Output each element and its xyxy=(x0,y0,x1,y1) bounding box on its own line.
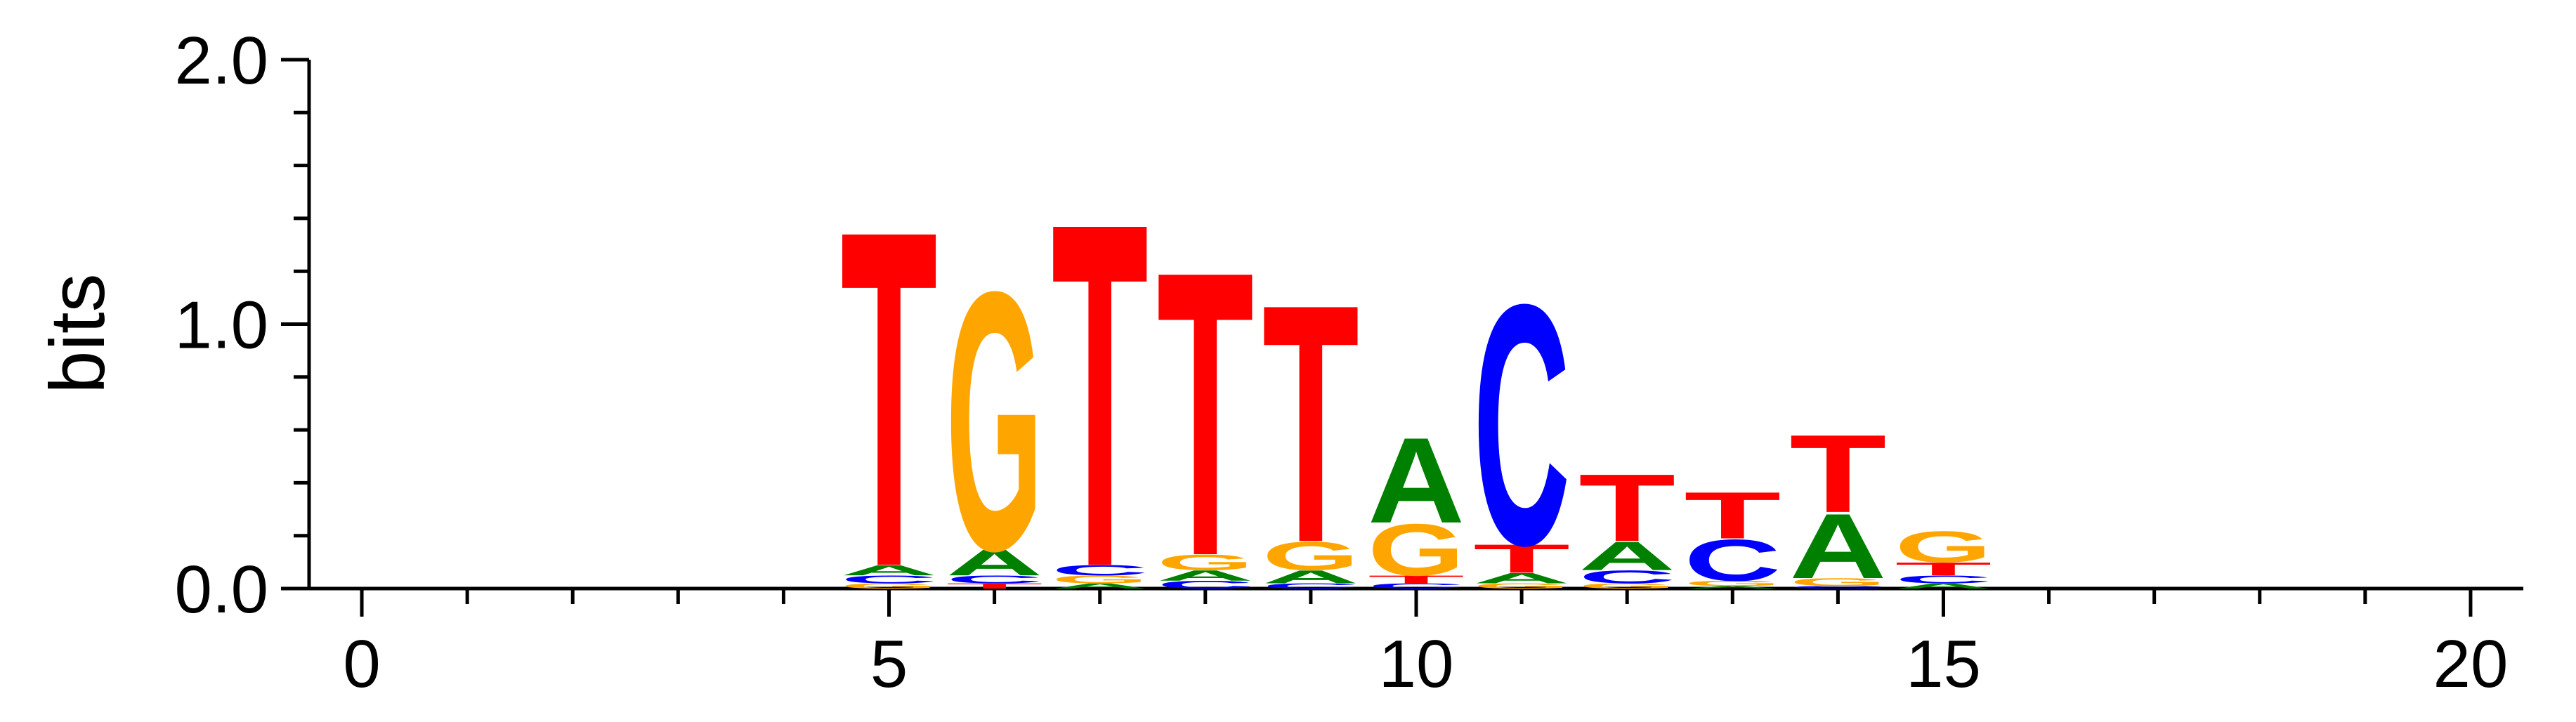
y-tick-label: 0.0 xyxy=(175,552,268,627)
x-tick-label: 10 xyxy=(1379,626,1454,702)
logo-letter-G: G xyxy=(1578,582,1675,590)
y-tick-label: 2.0 xyxy=(175,23,268,98)
logo-letter-A: A xyxy=(1578,533,1675,579)
x-tick-label: 20 xyxy=(2433,626,2509,702)
logo-letter-A: A xyxy=(1895,582,1992,590)
logo-letter-T: T xyxy=(1052,122,1149,670)
logo-letter-T: T xyxy=(1789,412,1886,536)
logo-letter-A: A xyxy=(840,562,937,578)
logo-letter-C: C xyxy=(1052,562,1149,578)
y-tick-label: 1.0 xyxy=(175,288,268,363)
logo-letter-G: G xyxy=(1473,582,1570,590)
logo-letter-T: T xyxy=(1578,454,1675,562)
logo-letter-T: T xyxy=(1262,234,1359,614)
logo-letter-T: T xyxy=(840,130,937,667)
logo-letter-T: T xyxy=(1684,478,1781,553)
x-tick-label: 5 xyxy=(870,626,908,702)
x-tick-label: 15 xyxy=(1906,626,1981,702)
logo-letter-A: A xyxy=(1473,570,1570,586)
logo-letter-T: T xyxy=(1368,573,1465,586)
logo-letter-T: T xyxy=(946,582,1043,590)
y-axis-label: bits xyxy=(34,273,121,393)
logo-letter-G: G xyxy=(1262,533,1359,578)
logo-letter-C: C xyxy=(1262,582,1359,590)
logo-letter-A: A xyxy=(1262,567,1359,587)
logo-letter-C: C xyxy=(1578,567,1675,587)
logo-letter-C: C xyxy=(1684,527,1781,593)
logo-letter-T: T xyxy=(1473,536,1570,582)
logo-letter-G: G xyxy=(1052,573,1149,586)
logo-letter-T: T xyxy=(1895,558,1992,579)
logo-letter-A: A xyxy=(1789,494,1886,598)
logo-letter-G: G xyxy=(1895,523,1992,572)
logo-letter-G: G xyxy=(1157,550,1254,575)
logo-letter-G: G xyxy=(1368,508,1465,591)
logo-letter-C: C xyxy=(1789,585,1886,589)
logo-letter-A: A xyxy=(1684,585,1781,589)
x-axis: 0 5 10 15 20 xyxy=(309,586,2523,702)
logo-letter-C: C xyxy=(946,573,1043,586)
logo-letter-G: G xyxy=(1684,579,1781,588)
logo-letter-C: C xyxy=(1895,573,1992,586)
logo-letter-C: C xyxy=(1157,579,1254,591)
logo-letter-T: T xyxy=(1157,187,1254,641)
y-axis: 0.0 1.0 2.0 xyxy=(175,23,311,627)
logo-letter-G: G xyxy=(1789,576,1886,589)
x-tick-label: 0 xyxy=(343,626,380,702)
logo-letter-C: C xyxy=(1368,582,1465,590)
logo-letter-A: A xyxy=(1052,582,1149,590)
logo-letter-G: G xyxy=(946,216,1043,628)
logo-letter-C: C xyxy=(1473,232,1570,617)
logo-letter-G: G xyxy=(840,582,937,590)
logo-letter-A: A xyxy=(1368,412,1465,549)
logo-letter-A: A xyxy=(946,542,1043,584)
logo-letter-C: C xyxy=(840,573,937,586)
logo-letter-A: A xyxy=(1157,567,1254,584)
